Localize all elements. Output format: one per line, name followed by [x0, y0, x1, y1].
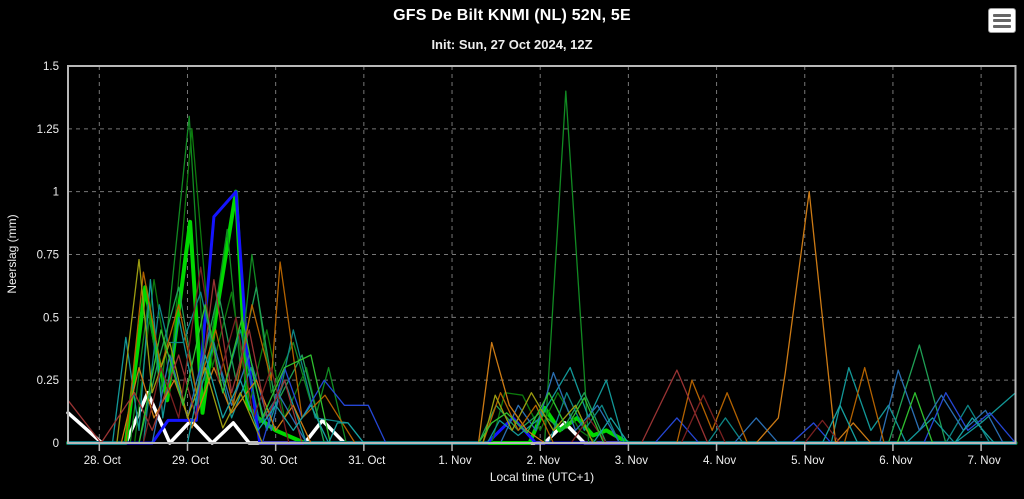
y-tick-label: 0	[53, 438, 59, 450]
x-tick-label: 4. Nov	[703, 455, 736, 467]
y-tick-label: 1.5	[43, 61, 59, 73]
axis-labels: 0 0.25 0.5 0.75 1 1.25 1.5 28. Oct 29. Oct 30. Oc…	[37, 61, 1001, 467]
x-tick-label: 2. Nov	[527, 455, 560, 467]
x-tick-label: 31. Oct	[348, 455, 386, 467]
y-tick-label: 0.5	[43, 312, 59, 324]
plot-frame	[67, 65, 1017, 444]
ensemble-line-member-darkred-a	[67, 278, 1017, 444]
x-tick-label: 1. Nov	[438, 455, 471, 467]
ensemble-line-member-steelblue	[151, 329, 1017, 444]
y-tick-label: 0.25	[37, 375, 59, 387]
x-tick-label: 6. Nov	[879, 455, 912, 467]
y-axis-title: Neerslag (mm)	[5, 214, 19, 293]
y-tick-label: 1.25	[37, 124, 59, 136]
x-tick-label: 3. Nov	[615, 455, 648, 467]
x-axis-title: Local time (UTC+1)	[490, 470, 594, 484]
plot-area[interactable]	[68, 66, 1016, 443]
hamburger-menu-icon	[993, 13, 1011, 28]
x-tick-label: 5. Nov	[791, 455, 824, 467]
chart-title: GFS De Bilt KNMI (NL) 52N, 5E	[393, 7, 631, 24]
ensemble-line-member-darkgreen-a	[129, 90, 1017, 444]
y-tick-label: 1	[53, 187, 59, 199]
chart-export-menu-button[interactable]	[988, 8, 1016, 33]
ensemble-line-member-darkgreen-b	[133, 128, 1017, 444]
y-tick-label: 0.75	[37, 250, 59, 262]
plot-border	[67, 65, 1017, 444]
grid-lines	[68, 66, 1016, 443]
x-tick-label: 29. Oct	[172, 455, 210, 467]
x-tick-label: 7. Nov	[967, 455, 1000, 467]
ensemble-line-member-orange-a	[120, 191, 1017, 444]
ensemble-line-member-navy	[261, 366, 1017, 444]
x-tick-label: 28. Oct	[84, 455, 122, 467]
chart-subtitle: Init: Sun, 27 Oct 2024, 12Z	[431, 37, 593, 52]
ensemble-line-member-teal-a	[111, 278, 1017, 444]
x-tick-label: 30. Oct	[260, 455, 298, 467]
